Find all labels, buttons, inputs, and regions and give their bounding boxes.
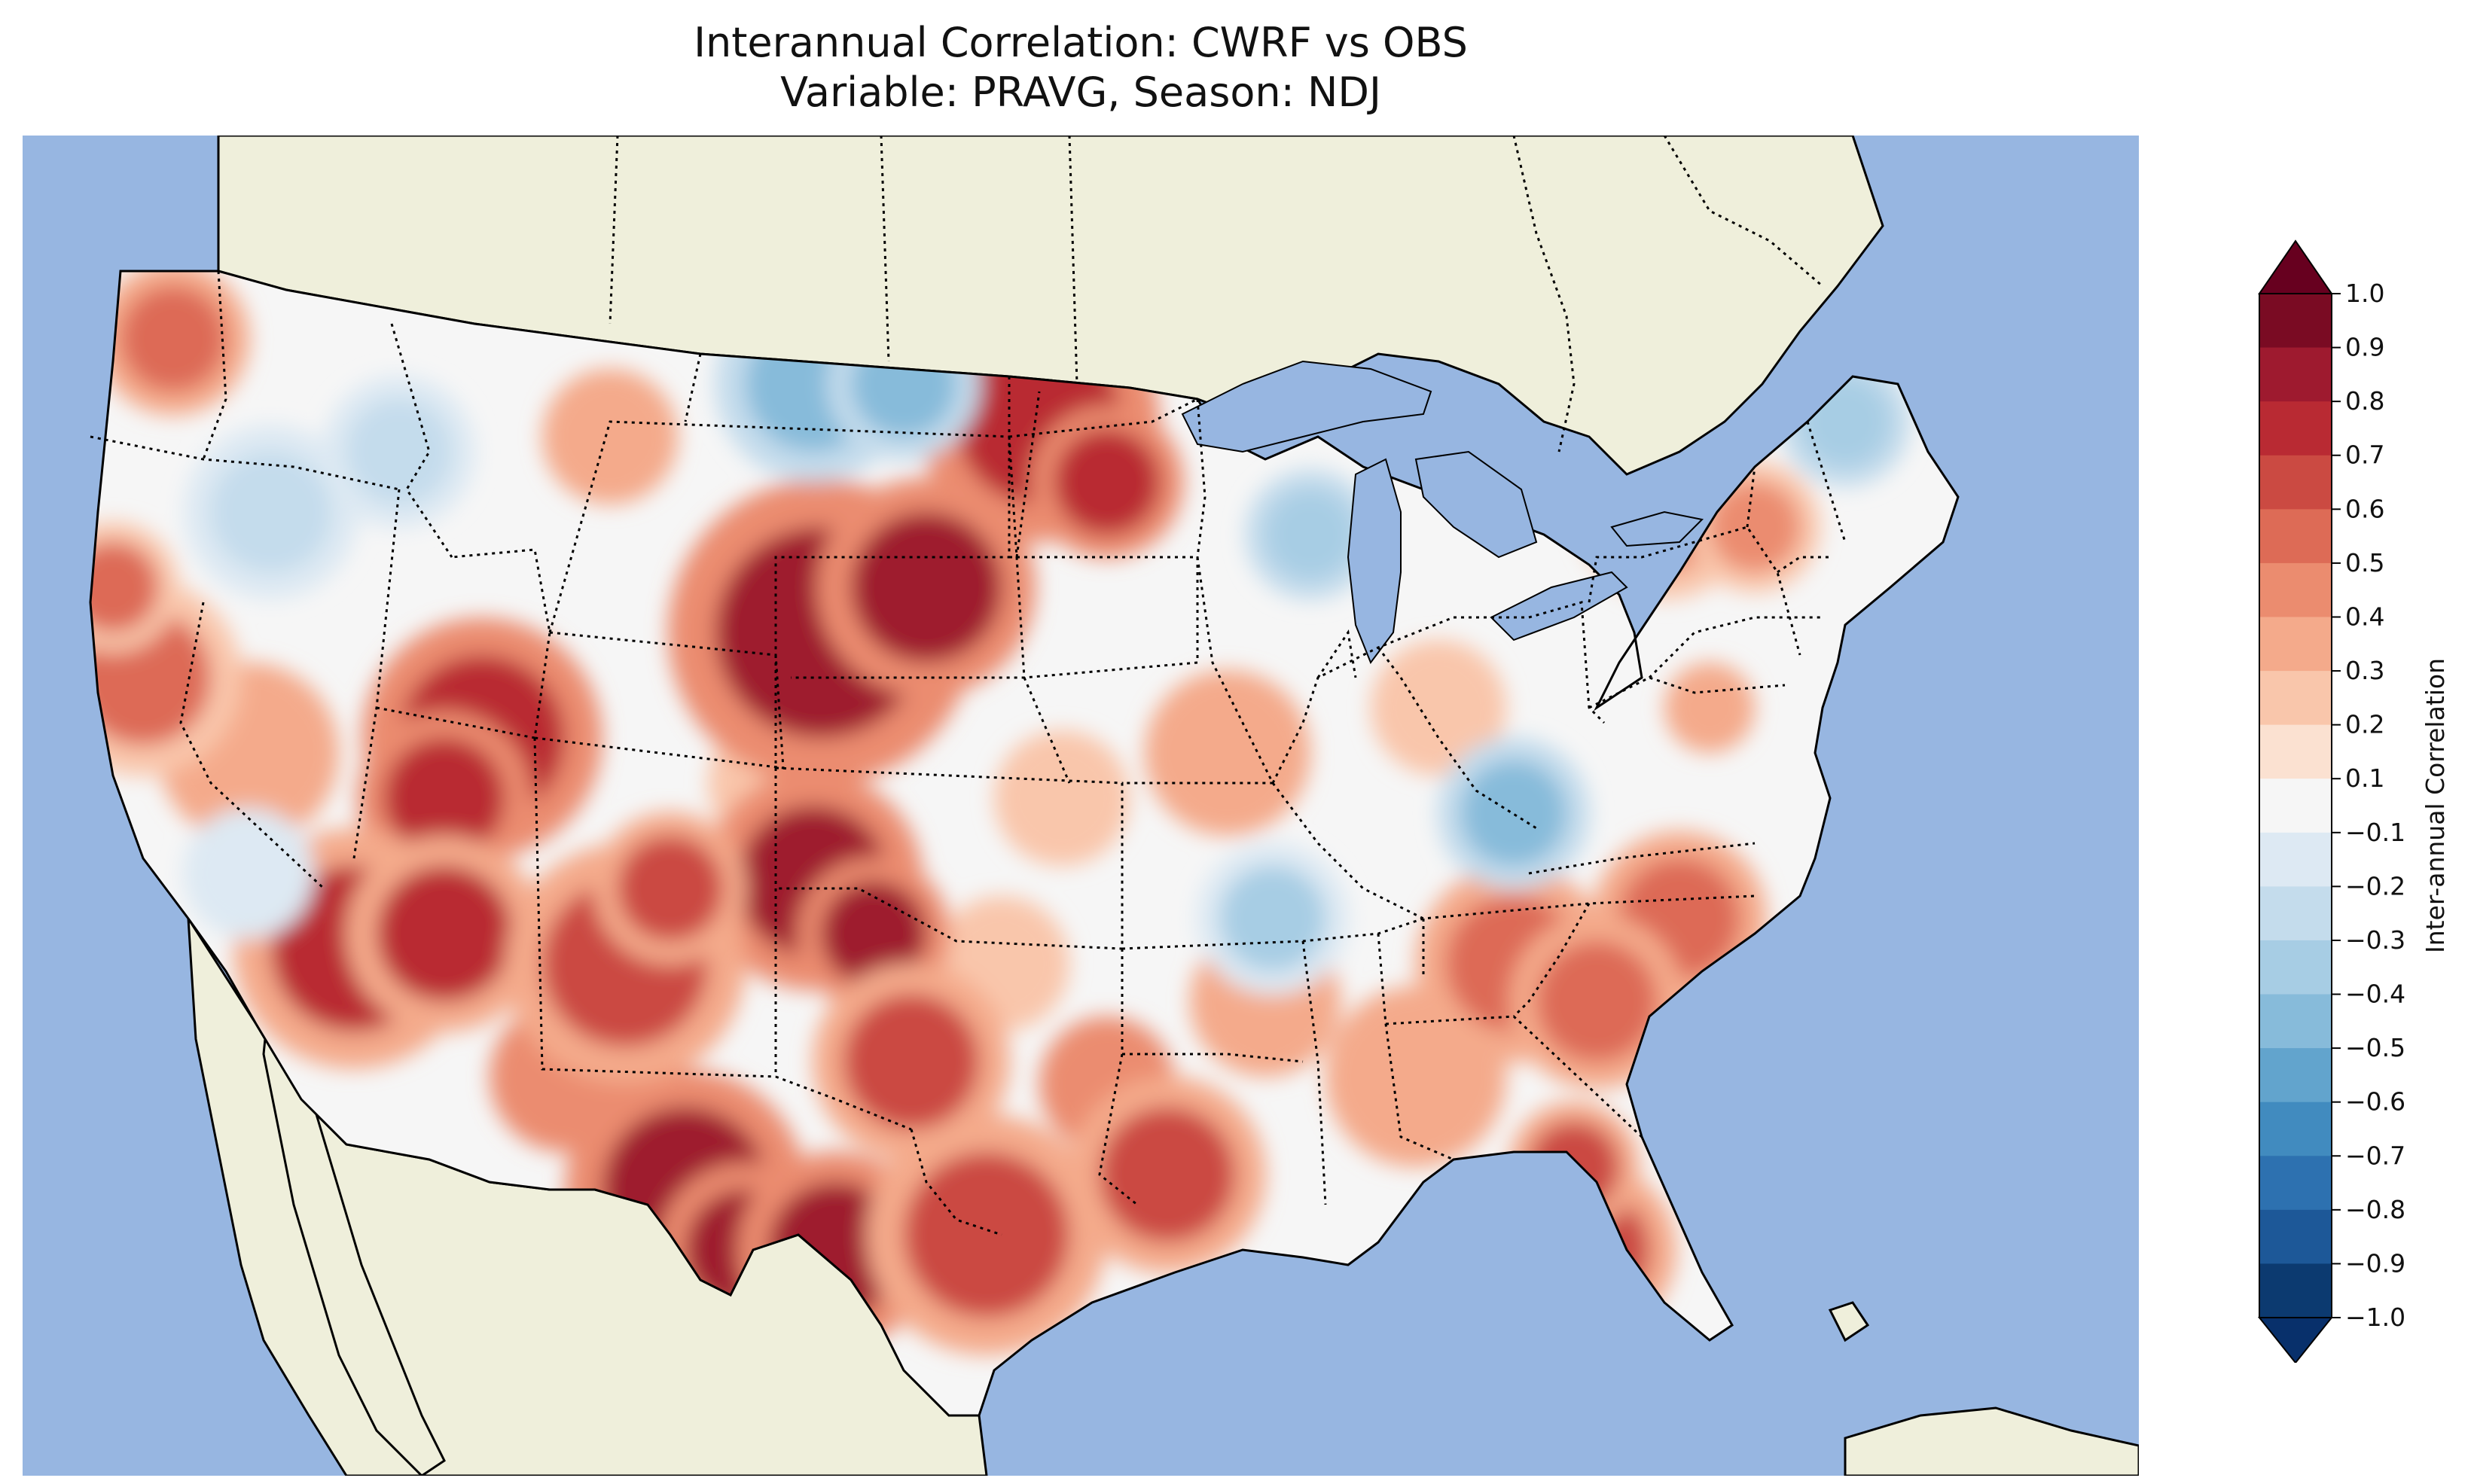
great-lakes: [1181, 360, 1704, 665]
field-core: [618, 836, 723, 941]
field-core: [1710, 482, 1800, 572]
colorbar-swatch: [2259, 617, 2332, 672]
field-core: [90, 542, 158, 632]
field-core: [821, 881, 926, 986]
colorbar-tick-label: 0.2: [2345, 710, 2384, 739]
colorbar-swatch: [2259, 347, 2332, 402]
lake-huron: [1414, 450, 1538, 559]
field-core: [1100, 1107, 1235, 1242]
colorbar-swatch: [2259, 1048, 2332, 1103]
colorbar-frame: [2259, 293, 2332, 1318]
colorbar-swatch: [2259, 294, 2332, 349]
colorbar-swatch: [2259, 779, 2332, 833]
field-patch-2: [1145, 670, 1310, 836]
colorbar-swatch: [2259, 1156, 2332, 1211]
field-patch-3: [994, 730, 1130, 866]
colorbar: 1.0 0.9 0.8 0.7 0.6 0.5 0.4 0.3 0.2 0.1 −0.1 −0.2 −0…: [2257, 239, 2450, 1363]
colorbar-tick-label: −0.2: [2345, 871, 2405, 900]
colorbar-swatch: [2259, 509, 2332, 564]
bahamas-island: [1828, 1301, 1870, 1342]
colorbar-swatch: [2259, 1102, 2332, 1156]
colorbar-swatch: [2259, 1263, 2332, 1318]
state-borders: [90, 270, 1847, 1236]
colorbar-label: Inter-annual Correlation: [2421, 658, 2450, 953]
lake-michigan: [1347, 458, 1402, 665]
field-core: [843, 994, 979, 1129]
colorbar-tick-label: −0.9: [2345, 1248, 2405, 1278]
field-core: [120, 286, 226, 392]
lake-ontario: [1610, 510, 1704, 547]
colorbar-tick-label: 0.1: [2345, 763, 2384, 793]
colorbar-tick-label: −0.4: [2345, 980, 2405, 1009]
colorbar-under-triangle: [2257, 1317, 2334, 1363]
colorbar-tick-label: −0.6: [2345, 1087, 2405, 1117]
colorbar-swatch: [2259, 455, 2332, 510]
colorbar-tick-label: 0.9: [2345, 333, 2384, 362]
field-core: [203, 828, 294, 919]
colorbar-tick-label: 0.5: [2345, 548, 2384, 577]
colorbar-swatch: [2259, 994, 2332, 1049]
colorbar-swatch: [2259, 671, 2332, 726]
us-outline: [89, 270, 1960, 1417]
field-core: [851, 512, 1002, 663]
colorbar-tick-label: 0.7: [2345, 440, 2384, 470]
colorbar-swatch: [2259, 724, 2332, 779]
field-core: [211, 452, 331, 572]
chart-title-line1: Interannual Correlation: CWRF vs OBS: [694, 19, 1468, 66]
field-core: [1220, 866, 1325, 971]
field-core: [1265, 489, 1356, 580]
field-core: [1536, 941, 1657, 1062]
colorbar-tick-label: 0.8: [2345, 386, 2384, 416]
colorbar-swatch: [2259, 401, 2332, 456]
colorbar-tick-label: −0.5: [2345, 1033, 2405, 1062]
lake-erie: [1490, 571, 1628, 641]
field-core: [904, 1152, 1069, 1318]
field-patch-1: [542, 369, 678, 504]
colorbar-swatch: [2259, 886, 2332, 941]
lake-superior: [1181, 360, 1432, 453]
field-core: [377, 866, 512, 1001]
colorbar-swatch: [2259, 940, 2332, 995]
colorbar-tick-label: −0.8: [2345, 1195, 2405, 1224]
colorbar-tick-label: 0.6: [2345, 494, 2384, 523]
chart-title-line2: Variable: PRAVG, Season: NDJ: [780, 69, 1381, 116]
colorbar-tick-label: 0.3: [2345, 656, 2384, 685]
colorbar-swatch: [2259, 1209, 2332, 1264]
field-patch-9: [1664, 663, 1755, 753]
colorbar-swatch: [2259, 562, 2332, 617]
field-core: [384, 738, 505, 858]
colorbar-tick-label: −0.3: [2345, 925, 2405, 955]
colorbar-tick-label: −1.0: [2345, 1303, 2405, 1332]
correlation-map: [23, 136, 2139, 1476]
field-patch-10: [1371, 640, 1506, 776]
field-core: [1461, 760, 1566, 866]
colorbar-tick-label: 1.0: [2345, 279, 2384, 308]
field-core: [346, 399, 452, 504]
colorbar-tick-label: −0.1: [2345, 818, 2405, 847]
field-core: [1054, 429, 1160, 535]
colorbar-swatch: [2259, 832, 2332, 887]
colorbar-tick-label: −0.7: [2345, 1141, 2405, 1170]
cuba-island: [1844, 1406, 2139, 1476]
colorbar-tick-label: 0.4: [2345, 602, 2384, 631]
colorbar-over-triangle: [2258, 239, 2333, 294]
canada-borders: [609, 136, 1823, 453]
